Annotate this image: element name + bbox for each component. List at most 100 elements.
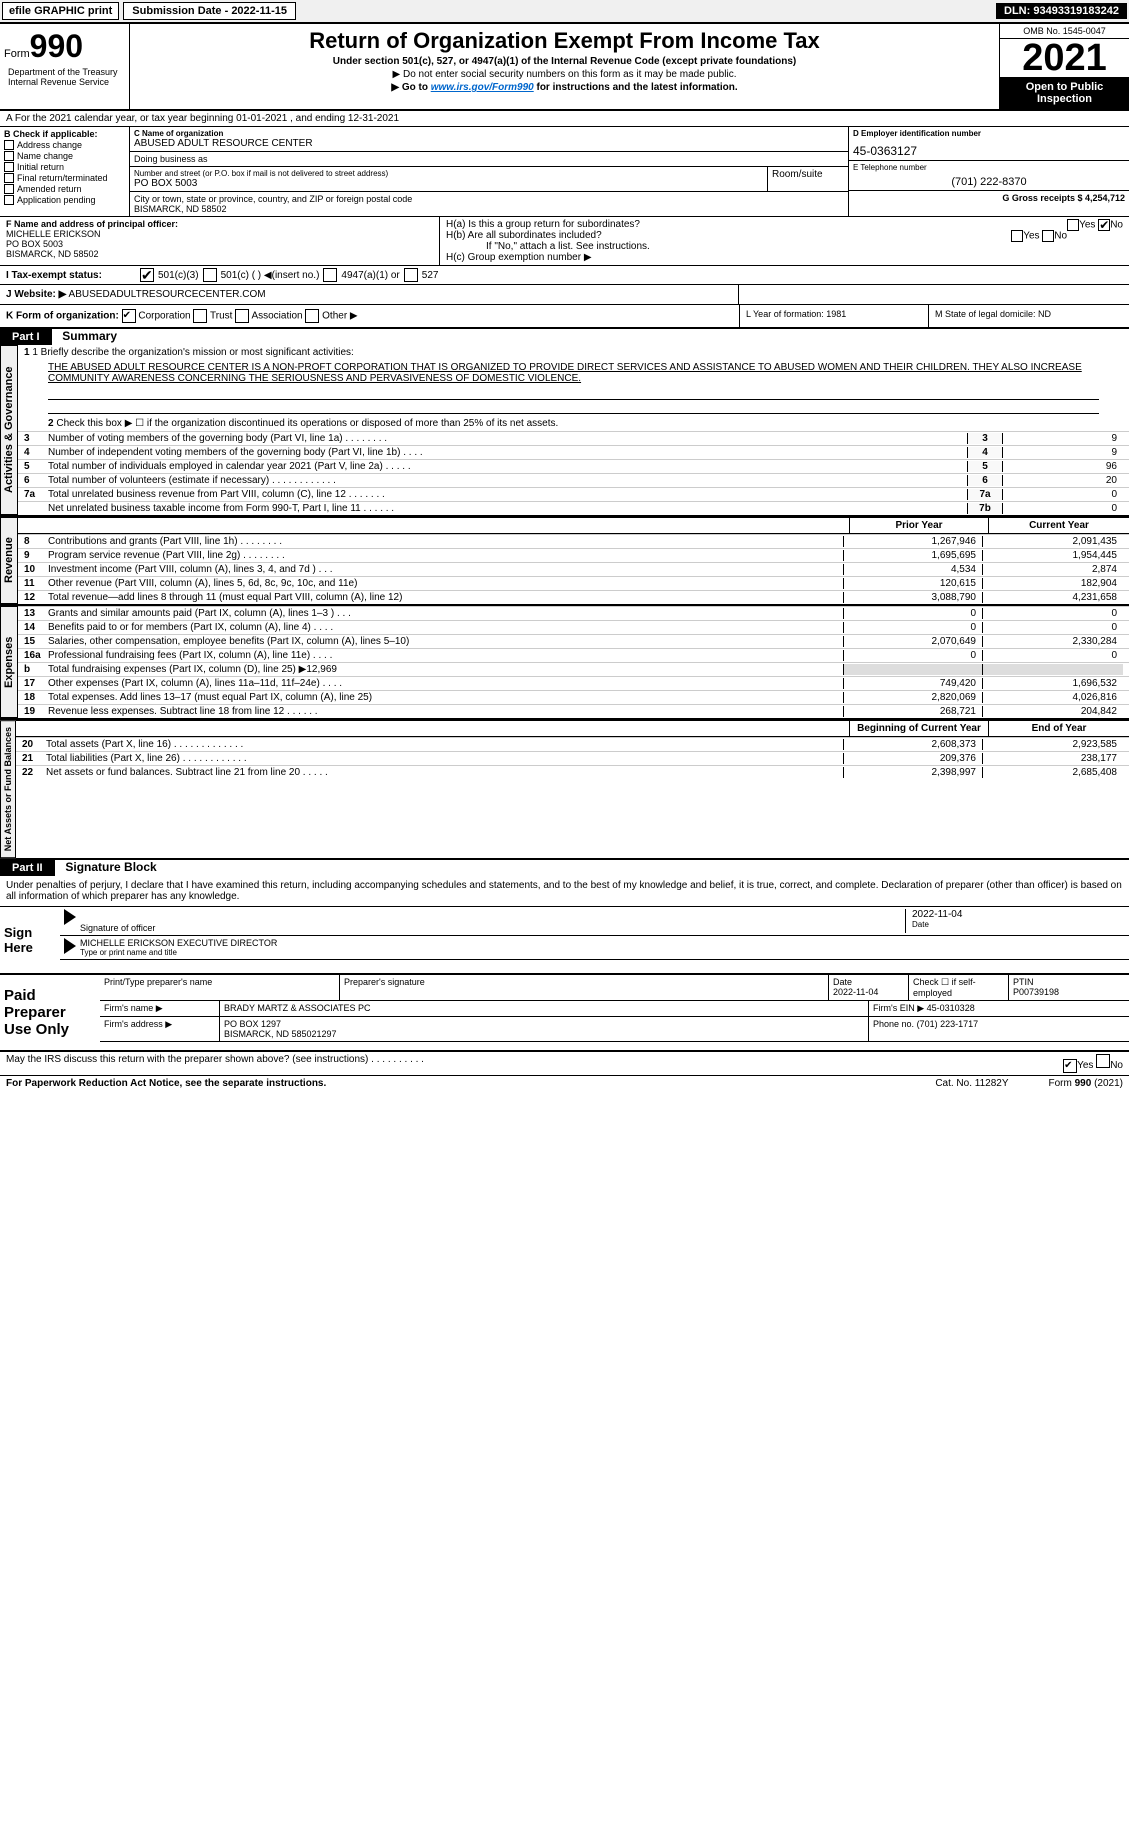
pra-notice: For Paperwork Reduction Act Notice, see …	[6, 1078, 326, 1089]
4947-box	[323, 268, 337, 282]
address: PO BOX 5003	[134, 178, 763, 189]
form-org-label: K Form of organization:	[6, 311, 119, 322]
irs-link[interactable]: www.irs.gov/Form990	[431, 82, 534, 93]
end-year-header: End of Year	[989, 721, 1129, 736]
paid-preparer-label: Paid Preparer Use Only	[0, 975, 100, 1050]
org-name: ABUSED ADULT RESOURCE CENTER	[134, 138, 844, 149]
address-label: Number and street (or P.O. box if mail i…	[134, 169, 763, 178]
q2-text: Check this box ▶ ☐ if the organization d…	[56, 418, 558, 429]
chk-amended: Amended return	[4, 184, 125, 194]
corp-box: ✔	[122, 309, 136, 323]
summary-line: 4Number of independent voting members of…	[18, 445, 1129, 459]
vtab-expenses: Expenses	[0, 606, 18, 718]
year-formation: L Year of formation: 1981	[739, 305, 929, 327]
ein-value: 45-0363127	[853, 144, 1125, 158]
website-value: ABUSEDADULTRESOURCECENTER.COM	[66, 289, 265, 300]
prep-name-header: Print/Type preparer's name	[100, 975, 340, 1000]
summary-line: 3Number of voting members of the governi…	[18, 431, 1129, 445]
form-label: Form	[4, 48, 30, 60]
website-label: J Website: ▶	[6, 289, 66, 300]
officer-addr1: PO BOX 5003	[6, 239, 433, 249]
h-a: H(a) Is this a group return for subordin…	[446, 219, 1123, 230]
sig-date: 2022-11-04	[912, 909, 1125, 920]
sign-here-block: Sign Here Signature of officer 2022-11-0…	[0, 907, 1129, 975]
discuss-yes-box: ✔	[1063, 1059, 1077, 1073]
blank-line	[48, 388, 1099, 400]
two-col-line: 18Total expenses. Add lines 13–17 (must …	[18, 690, 1129, 704]
tax-year-line: A For the 2021 calendar year, or tax yea…	[0, 111, 1129, 127]
org-name-label: C Name of organization	[134, 129, 844, 138]
501c3-box	[140, 268, 154, 282]
discuss-no-box	[1096, 1054, 1110, 1068]
form-title: Return of Organization Exempt From Incom…	[134, 28, 995, 54]
part-i-title: Summary	[54, 327, 125, 345]
two-col-line: 17Other expenses (Part IX, column (A), l…	[18, 676, 1129, 690]
prep-sig-header: Preparer's signature	[340, 975, 829, 1000]
part-i: Part I Summary	[0, 329, 1129, 345]
hb-yes-box	[1011, 230, 1023, 242]
revenue-section: Revenue Prior Year Current Year 8Contrib…	[0, 515, 1129, 604]
chk-initial: Initial return	[4, 162, 125, 172]
submission-date: Submission Date - 2022-11-15	[123, 2, 296, 20]
527-box	[404, 268, 418, 282]
begin-year-header: Beginning of Current Year	[849, 721, 989, 736]
chk-name: Name change	[4, 151, 125, 161]
assoc-box	[235, 309, 249, 323]
net-assets-section: Net Assets or Fund Balances Beginning of…	[0, 718, 1129, 858]
expenses-section: Expenses 13Grants and similar amounts pa…	[0, 604, 1129, 718]
firm-phone-label: Phone no.	[873, 1019, 914, 1029]
firm-phone: (701) 223-1717	[917, 1019, 979, 1029]
firm-addr1: PO BOX 1297	[224, 1019, 281, 1029]
section-f-h: F Name and address of principal officer:…	[0, 217, 1129, 266]
two-col-line: 8Contributions and grants (Part VIII, li…	[18, 534, 1129, 548]
part-ii-header: Part II	[0, 860, 55, 876]
form-footer: Form 990 (2021)	[1049, 1078, 1123, 1089]
tax-year-large: 2021	[1000, 39, 1129, 77]
prior-current-header: Prior Year Current Year	[18, 517, 1129, 534]
prep-date: 2022-11-04	[833, 987, 878, 997]
subtitle-2: ▶ Do not enter social security numbers o…	[134, 69, 995, 80]
firm-name-label: Firm's name ▶	[100, 1001, 220, 1016]
arrow-icon	[64, 938, 76, 954]
top-bar: efile GRAPHIC print Submission Date - 20…	[0, 0, 1129, 24]
dba-label: Doing business as	[130, 151, 848, 166]
tax-exempt-status: I Tax-exempt status: 501(c)(3) 501(c) ( …	[0, 266, 1129, 285]
part-i-header: Part I	[0, 329, 52, 345]
officer-addr2: BISMARCK, ND 58502	[6, 249, 433, 259]
form-header: Form990 Department of the Treasury Inter…	[0, 24, 1129, 111]
current-year-header: Current Year	[989, 518, 1129, 533]
firm-ein-label: Firm's EIN ▶	[873, 1003, 924, 1013]
two-col-line: 13Grants and similar amounts paid (Part …	[18, 606, 1129, 620]
city-state-zip: BISMARCK, ND 58502	[134, 204, 844, 214]
hb-no-box	[1042, 230, 1054, 242]
two-col-line: 12Total revenue—add lines 8 through 11 (…	[18, 590, 1129, 604]
two-col-line: 11Other revenue (Part VIII, column (A), …	[18, 576, 1129, 590]
begin-end-header: Beginning of Current Year End of Year	[16, 720, 1129, 737]
two-col-line: 9Program service revenue (Part VIII, lin…	[18, 548, 1129, 562]
two-col-line: bTotal fundraising expenses (Part IX, co…	[18, 662, 1129, 676]
sig-intro: Under penalties of perjury, I declare th…	[0, 876, 1129, 907]
firm-addr2: BISMARCK, ND 585021297	[224, 1029, 337, 1039]
summary-line: 5Total number of individuals employed in…	[18, 459, 1129, 473]
two-col-line: 10Investment income (Part VIII, column (…	[18, 562, 1129, 576]
ha-no-box	[1098, 219, 1110, 231]
website-row: J Website: ▶ ABUSEDADULTRESOURCECENTER.C…	[0, 285, 1129, 305]
two-col-line: 15Salaries, other compensation, employee…	[18, 634, 1129, 648]
prep-self-emp: Check ☐ if self-employed	[909, 975, 1009, 1000]
phone-label: E Telephone number	[853, 163, 1125, 172]
efile-label: efile GRAPHIC print	[2, 2, 119, 20]
sig-name-label: Type or print name and title	[80, 948, 1125, 957]
h-c-right	[739, 285, 1129, 304]
subtitle-3: ▶ Go to www.irs.gov/Form990 for instruct…	[134, 82, 995, 93]
gross-receipts: G Gross receipts $ 4,254,712	[849, 191, 1129, 205]
blank-line	[48, 402, 1099, 414]
chk-address: Address change	[4, 140, 125, 150]
form-of-org-row: K Form of organization: ✔ Corporation Tr…	[0, 305, 1129, 329]
subtitle-1: Under section 501(c), 527, or 4947(a)(1)…	[134, 56, 995, 67]
summary-line: Net unrelated business taxable income fr…	[18, 501, 1129, 515]
two-col-line: 19Revenue less expenses. Subtract line 1…	[18, 704, 1129, 718]
vtab-activities: Activities & Governance	[0, 345, 18, 515]
arrow-icon	[64, 909, 76, 925]
firm-addr-label: Firm's address ▶	[100, 1017, 220, 1041]
two-col-line: 21Total liabilities (Part X, line 26) . …	[16, 751, 1129, 765]
